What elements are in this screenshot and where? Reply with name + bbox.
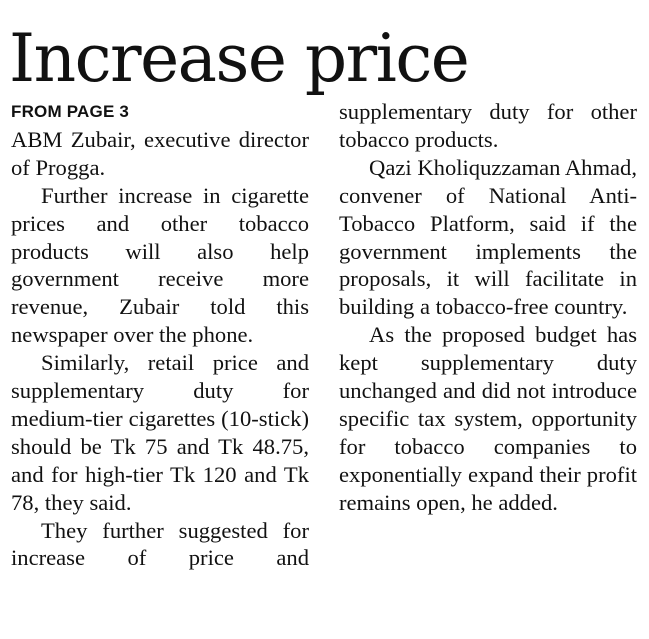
paragraph: As the proposed budget has kept suppleme… (339, 322, 637, 515)
article-column-right: supplementary duty for other tobacco pro… (339, 98, 637, 517)
paragraph: ABM Zubair, executive director of Progga… (11, 126, 309, 180)
paragraph: Qazi Kholiquzzaman Ahmad, convener of Na… (339, 154, 637, 320)
headline: Increase price (9, 20, 470, 97)
paragraph: Similarly, retail price and supplementar… (11, 350, 309, 515)
paragraph: Further increase in cigarette prices and… (11, 182, 309, 348)
continuation-kicker: FROM PAGE 3 (11, 102, 130, 121)
article-column-left: FROM PAGE 3 ABM Zubair, executive direct… (11, 98, 309, 572)
paragraph: supplementary duty for other tobacco pro… (339, 99, 637, 152)
paragraph: They further suggested for increase of p… (11, 517, 309, 571)
